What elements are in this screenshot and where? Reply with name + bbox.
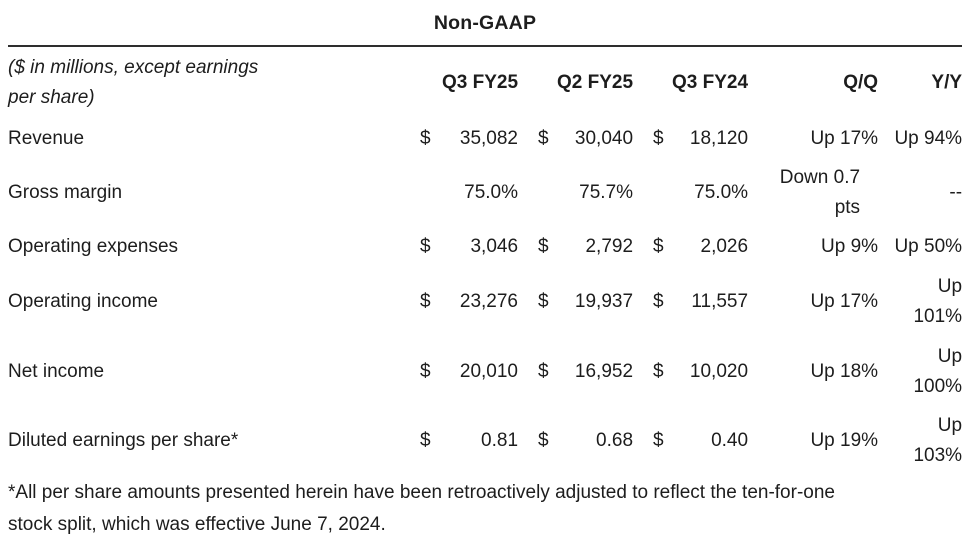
currency-symbol-empty — [412, 159, 440, 227]
financial-table: ($ in millions, except earnings per shar… — [8, 47, 962, 475]
row-label: Net income — [8, 361, 105, 382]
row-label: Diluted earnings per share* — [8, 430, 239, 451]
currency-symbol: $ — [538, 236, 549, 257]
value-qq: Down 0.7 pts — [748, 159, 878, 227]
column-header-q3fy25: Q3 FY25 — [441, 72, 519, 93]
value-q3fy25: 23,276 — [459, 291, 519, 312]
currency-symbol: $ — [653, 361, 664, 382]
value-q3fy24: 2,026 — [700, 236, 749, 257]
value-qq-line1: Down 0.7 — [779, 167, 861, 188]
value-q2fy25: 19,937 — [574, 291, 634, 312]
value-q3fy24: 10,020 — [689, 361, 749, 382]
value-yy: Up 101% — [878, 267, 962, 337]
value-yy: Up 103% — [878, 407, 962, 475]
value-yy-line1: Up — [937, 276, 963, 297]
value-yy: Up 100% — [878, 337, 962, 407]
value-q3fy25: 75.0% — [464, 182, 519, 203]
value-yy-line2: 103% — [913, 445, 963, 466]
value-qq-line2: pts — [834, 197, 861, 218]
page-title: Non-GAAP — [433, 12, 537, 34]
column-header-q2fy25: Q2 FY25 — [556, 72, 634, 93]
header-divider — [8, 45, 962, 47]
footnote-line2: stock split, which was effective June 7,… — [8, 514, 386, 535]
value-q3fy25: 3,046 — [470, 236, 519, 257]
value-q2fy25: 2,792 — [585, 236, 634, 257]
footnote: *All per share amounts presented herein … — [8, 477, 962, 541]
row-label: Gross margin — [8, 182, 123, 203]
value-yy: Up 94% — [894, 128, 963, 149]
value-q2fy25: 16,952 — [574, 361, 634, 382]
row-label: Operating income — [8, 291, 158, 312]
value-yy: Up 50% — [894, 236, 963, 257]
row-label: Operating expenses — [8, 236, 179, 257]
currency-symbol: $ — [653, 430, 664, 451]
row-label: Revenue — [8, 128, 85, 149]
currency-symbol: $ — [420, 430, 431, 451]
value-q3fy25: 0.81 — [481, 430, 519, 451]
value-q3fy24: 0.40 — [711, 430, 749, 451]
value-q2fy25: 0.68 — [596, 430, 634, 451]
value-qq: Up 18% — [810, 361, 879, 382]
units-note-line1: ($ in millions, except earnings — [8, 57, 259, 78]
units-note-line2: per share) — [8, 87, 95, 108]
value-q3fy24: 11,557 — [691, 291, 749, 312]
footnote-line1: *All per share amounts presented herein … — [8, 482, 835, 503]
value-yy-line1: Up — [937, 415, 963, 436]
value-q2fy25: 30,040 — [574, 128, 634, 149]
value-q3fy25: 35,082 — [459, 128, 519, 149]
value-yy-line2: 100% — [913, 376, 963, 397]
table-row-diluted-eps: Diluted earnings per share* $ 0.81 $ 0.6… — [8, 407, 962, 475]
units-note: ($ in millions, except earnings per shar… — [8, 47, 412, 119]
value-yy: -- — [949, 182, 963, 203]
table-row-net-income: Net income $ 20,010 $ 16,952 $ 10,020 Up… — [8, 337, 962, 407]
currency-symbol: $ — [538, 291, 549, 312]
column-header-q3fy24: Q3 FY24 — [672, 72, 749, 93]
currency-symbol: $ — [538, 128, 549, 149]
header-row: ($ in millions, except earnings per shar… — [8, 47, 962, 119]
table-row-gross-margin: Gross margin 75.0% 75.7% 75.0% Down 0.7 … — [8, 159, 962, 227]
currency-symbol: $ — [653, 128, 664, 149]
currency-symbol-empty — [518, 159, 556, 227]
currency-symbol-empty — [633, 159, 671, 227]
value-qq: Up 9% — [821, 236, 879, 257]
value-q3fy25: 20,010 — [459, 361, 519, 382]
column-header-yy: Y/Y — [931, 72, 963, 93]
value-qq: Up 17% — [810, 291, 879, 312]
currency-symbol: $ — [420, 236, 431, 257]
table-row-operating-income: Operating income $ 23,276 $ 19,937 $ 11,… — [8, 267, 962, 337]
currency-symbol: $ — [420, 291, 431, 312]
table-row-operating-expenses: Operating expenses $ 3,046 $ 2,792 $ 2,0… — [8, 227, 962, 267]
currency-symbol: $ — [420, 361, 431, 382]
currency-symbol: $ — [653, 236, 664, 257]
value-q2fy25: 75.7% — [579, 182, 634, 203]
value-yy-line2: 101% — [913, 306, 963, 327]
value-q3fy24: 75.0% — [694, 182, 749, 203]
column-header-qq: Q/Q — [843, 72, 879, 93]
value-qq: Up 19% — [810, 430, 879, 451]
table-row-revenue: Revenue $ 35,082 $ 30,040 $ 18,120 Up 17… — [8, 119, 962, 159]
value-yy-line1: Up — [937, 346, 963, 367]
currency-symbol: $ — [420, 128, 431, 149]
currency-symbol: $ — [538, 361, 549, 382]
value-qq: Up 17% — [810, 128, 879, 149]
value-q3fy24: 18,120 — [689, 128, 749, 149]
currency-symbol: $ — [653, 291, 664, 312]
currency-symbol: $ — [538, 430, 549, 451]
